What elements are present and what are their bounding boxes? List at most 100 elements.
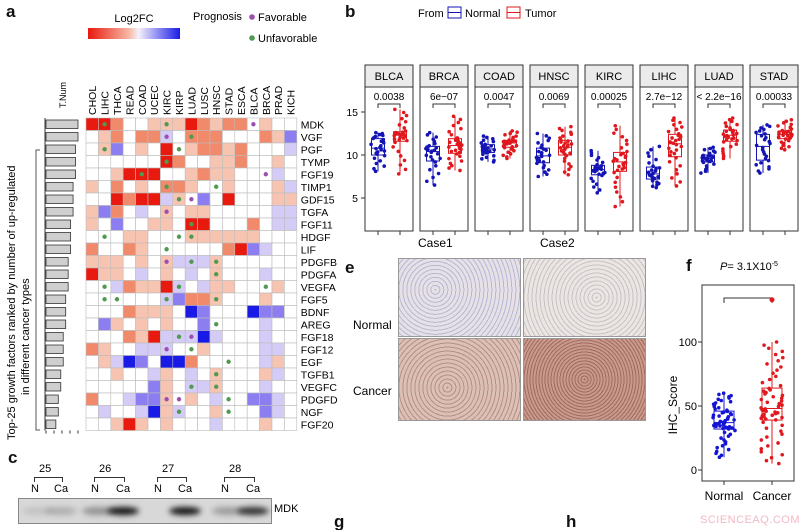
data-point: [732, 136, 736, 140]
heatmap-cell: [135, 230, 149, 244]
data-point: [712, 162, 716, 166]
data-point: [773, 418, 778, 422]
heatmap-cell: [122, 367, 136, 381]
heatmap-cell: [98, 330, 112, 344]
histology-col-case2: Case2: [540, 236, 575, 250]
heatmap-cell: [234, 230, 248, 244]
heatmap-cell: [110, 317, 124, 331]
data-point: [711, 149, 716, 153]
heatmap-cell: [234, 155, 248, 169]
heatmap-cell: [160, 330, 174, 344]
data-point: [543, 170, 547, 174]
data-point: [623, 160, 628, 165]
data-point: [433, 160, 438, 164]
heatmap-cell: [172, 155, 186, 169]
data-point: [779, 140, 784, 144]
heatmap-cell: [222, 280, 236, 294]
heatmap-cell: [246, 255, 260, 269]
log2fc-colorbar: [88, 28, 180, 39]
heatmap-cell: [147, 180, 161, 194]
data-point: [567, 162, 571, 166]
prognosis-dot-unfavorable: [164, 159, 169, 164]
facet-pvalue: 0.0047: [484, 92, 515, 103]
heatmap-cell: [122, 280, 136, 294]
heatmap-cell: [246, 405, 260, 419]
heatmap-cell: [147, 380, 161, 394]
heatmap-cell: [209, 355, 223, 369]
column-label: KIRC: [162, 89, 174, 115]
outlier-point: [769, 297, 775, 303]
heatmap-cell: [234, 242, 248, 256]
heatmap-cell: [147, 355, 161, 369]
heatmap-cell: [172, 217, 186, 231]
data-point: [569, 124, 573, 129]
heatmap-cell: [197, 142, 211, 156]
facet-coad: COAD 0.0047: [474, 64, 524, 235]
heatmap-cell: [122, 417, 136, 431]
data-point: [592, 185, 596, 189]
heatmap-cell: [197, 392, 211, 406]
heatmap-cell: [172, 130, 186, 144]
heatmap-cell: [98, 155, 112, 169]
facet-strip-label: STAD: [760, 71, 789, 83]
heatmap-cell: [122, 192, 136, 206]
row-label: MDK: [301, 120, 324, 132]
data-point: [373, 169, 378, 174]
blot-group-bracket: [157, 477, 187, 482]
data-point: [503, 133, 507, 137]
data-point: [728, 411, 733, 416]
facet-pvalue: 6e−07: [430, 92, 459, 103]
column-label: LIHC: [100, 91, 112, 115]
data-point: [451, 123, 456, 128]
data-point: [562, 156, 567, 161]
legend-normal-label: Normal: [465, 8, 500, 20]
facet-blca: BLCA 0.0038: [364, 64, 414, 235]
heatmap-cell: [172, 267, 186, 281]
heatmap-cell: [222, 292, 236, 306]
blot-lane-label: Ca: [116, 483, 131, 495]
data-point: [674, 127, 679, 132]
data-point: [788, 125, 793, 130]
data-point: [756, 169, 761, 173]
heatmap-cell: [85, 417, 99, 431]
heatmap-cell: [122, 205, 136, 219]
data-point: [589, 148, 594, 153]
heatmap-cell: [160, 142, 174, 156]
prognosis-dot-unfavorable: [176, 409, 182, 414]
heatmap-cell: [271, 317, 285, 331]
heatmap-cell: [197, 130, 211, 144]
heatmap-cell: [147, 305, 161, 319]
blot-group-bracket: [94, 477, 125, 482]
data-point: [667, 159, 672, 164]
data-point: [754, 130, 758, 135]
data-point: [735, 138, 739, 143]
ytick-label: 50: [685, 401, 697, 413]
heatmap-cell: [110, 417, 124, 431]
heatmap-cell: [184, 242, 198, 256]
heatmap-cell: [271, 305, 285, 319]
data-point: [393, 130, 398, 135]
data-point: [457, 150, 462, 155]
heatmap-cell: [259, 180, 273, 194]
facet-hnsc: HNSC 0.0069: [529, 64, 579, 235]
data-point: [775, 411, 780, 415]
facet-strip-label: LUAD: [704, 71, 733, 83]
data-point: [600, 160, 605, 165]
heatmap-cell: [135, 155, 149, 169]
heatmap-cell: [122, 292, 136, 306]
data-point: [765, 362, 769, 366]
heatmap-cell: [98, 255, 112, 269]
data-point: [403, 167, 408, 172]
data-point: [759, 449, 764, 454]
tnum-bar: [45, 119, 79, 129]
data-point: [718, 419, 723, 424]
tnum-bar: [45, 157, 76, 167]
heatmap-cell: [234, 355, 248, 369]
heatmap-cell: [246, 217, 260, 231]
data-point: [430, 158, 435, 162]
data-point: [623, 154, 628, 158]
heatmap-cell: [135, 405, 149, 419]
prognosis-dot-favorable: [164, 209, 169, 214]
heatmap-cell: [85, 142, 99, 156]
data-point: [713, 421, 718, 426]
